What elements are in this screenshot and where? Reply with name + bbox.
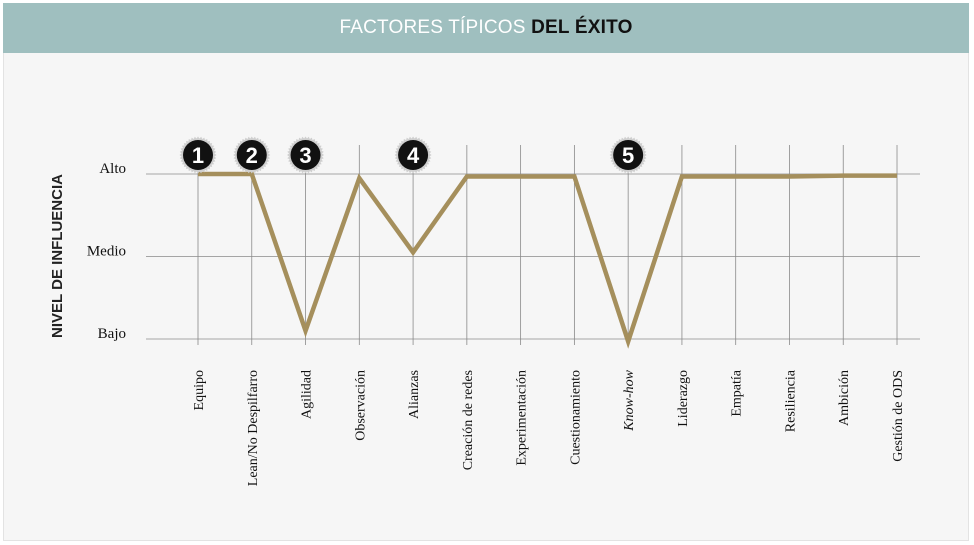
x-tick-label: Cuestionamiento — [568, 370, 583, 465]
x-tick-label: Know-how — [622, 369, 637, 431]
x-tick-label: Gestión de ODS — [891, 370, 906, 462]
badge-number: 4 — [407, 143, 420, 168]
x-tick-label: Equipo — [192, 370, 207, 410]
badge-circle-icon — [613, 140, 644, 170]
data-point — [519, 174, 523, 178]
badge-circle-icon — [236, 140, 267, 170]
data-point — [787, 174, 791, 178]
badge-number: 2 — [246, 143, 258, 168]
data-point — [734, 174, 738, 178]
data-point — [895, 174, 899, 178]
badge-circle-icon — [398, 140, 429, 170]
chart-title-part1: FACTORES TÍPICOS — [339, 17, 532, 38]
x-tick-label: Experimentación — [515, 370, 530, 466]
y-axis-title: NIVEL DE INFLUENCIA — [49, 174, 66, 338]
x-tick-label: Empatía — [730, 369, 745, 416]
title-bar: FACTORES TÍPICOS DEL ÉXITO — [3, 3, 969, 53]
x-tick-label: Ambición — [837, 370, 852, 426]
x-tick-label: Creación de redes — [461, 370, 476, 470]
y-tick-label: Medio — [87, 244, 126, 260]
x-tick-label: Alianzas — [407, 370, 422, 419]
badge-circle-icon — [183, 140, 213, 170]
data-point — [357, 176, 361, 180]
data-point — [841, 174, 845, 178]
x-tick-label: Resiliencia — [783, 369, 798, 432]
badge-number: 5 — [622, 143, 634, 168]
badge-circle-icon — [290, 140, 321, 170]
x-tick-label: Liderazgo — [676, 370, 691, 427]
badge-number: 1 — [192, 143, 204, 168]
badge-number: 3 — [299, 143, 311, 168]
data-point — [411, 250, 415, 254]
series-line — [198, 171, 898, 349]
y-tick-label: Alto — [99, 161, 126, 177]
chart-title-part2: DEL ÉXITO — [531, 17, 633, 38]
data-point — [626, 339, 630, 343]
data-point — [680, 174, 684, 178]
x-tick-label: Observación — [353, 370, 368, 441]
data-point — [572, 174, 576, 178]
x-tick-label: Agilidad — [300, 370, 315, 419]
data-point — [465, 174, 469, 178]
chart-title: FACTORES TÍPICOS DEL ÉXITO — [339, 17, 632, 39]
data-point — [304, 329, 308, 333]
chart-frame — [3, 3, 969, 541]
x-tick-label: Lean/No Despilfarro — [246, 370, 261, 486]
y-tick-label: Bajo — [98, 326, 126, 342]
